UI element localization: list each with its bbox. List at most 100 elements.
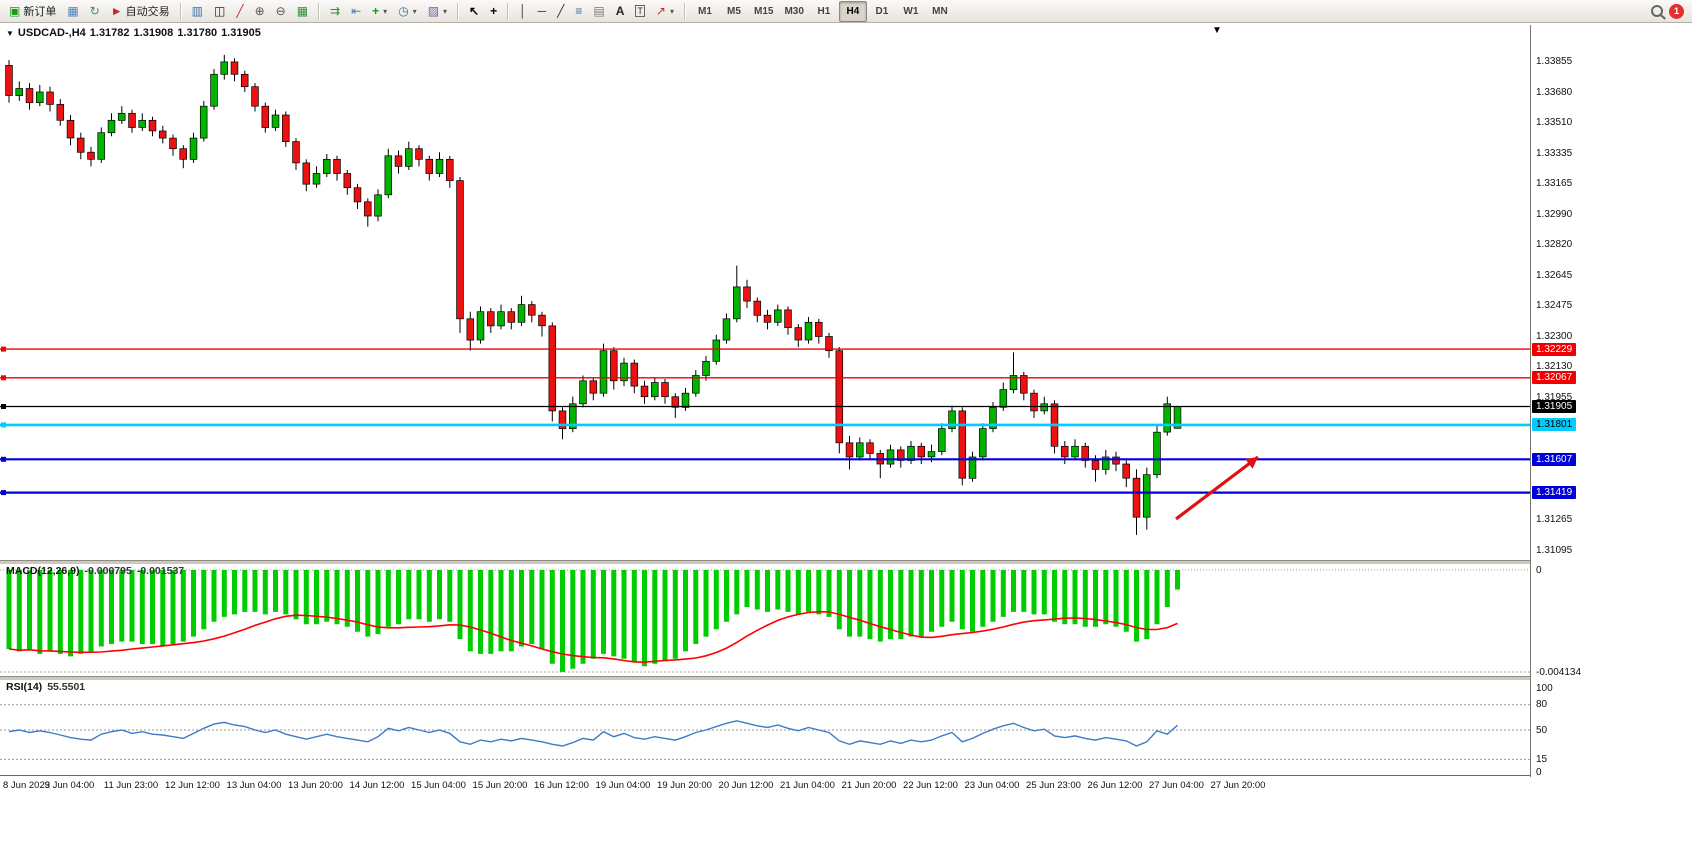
autotrading-label: 自动交易 <box>125 6 170 18</box>
toolbar-separator <box>318 2 321 20</box>
horizontal-line-button[interactable]: ─ <box>533 1 552 22</box>
add-indicator-icon: + <box>372 4 380 18</box>
timeframe-h1-button[interactable]: H1 <box>817 5 831 17</box>
time-label: 25 Jun 23:00 <box>1026 780 1081 791</box>
zoom-out-icon: ⊖ <box>275 4 286 18</box>
text-label-button[interactable]: T <box>630 1 650 22</box>
indicators-button[interactable]: + ▾ <box>367 1 392 22</box>
axis-label: 80 <box>1536 699 1548 711</box>
refresh-icon: ↻ <box>89 4 100 18</box>
axis-label: -0.004134 <box>1536 666 1582 678</box>
axis-label: 1.33855 <box>1536 55 1573 67</box>
axis-label: 1.32300 <box>1536 331 1573 342</box>
time-label: 13 Jun 04:00 <box>226 780 282 791</box>
time-axis[interactable]: 8 Jun 2023 9 Jun 04:00 11 Jun 23:00 12 Jun … <box>0 775 1692 798</box>
autotrading-icon: ► <box>110 4 123 18</box>
timeframe-m5-button[interactable]: M5 <box>727 5 741 17</box>
zoom-in-button[interactable]: ⊕ <box>250 1 270 22</box>
toolbar-separator <box>457 2 460 20</box>
time-label: 19 Jun 04:00 <box>595 780 651 791</box>
price-badge: 1.31801 <box>1532 418 1577 432</box>
search-icon[interactable] <box>1651 5 1663 17</box>
time-label: 11 Jun 23:00 <box>103 780 159 791</box>
autotrading-button[interactable]: ► 自动交易 <box>106 1 175 22</box>
axis-label: 50 <box>1536 724 1548 736</box>
new-chart-button[interactable]: ▦ <box>62 1 83 22</box>
arrow-object-icon: ↗ <box>655 4 666 18</box>
vertical-line-button[interactable]: │ <box>514 1 532 22</box>
clock-icon: ◷ <box>398 4 409 18</box>
ohlc-close: 1.31905 <box>221 27 261 39</box>
toolbar-separator <box>179 2 182 20</box>
channel-button[interactable]: ▤ <box>588 1 609 22</box>
tile-windows-button[interactable]: ▦ <box>292 1 313 22</box>
axis-label: 1.32990 <box>1536 208 1573 220</box>
bar-chart-button[interactable]: ▥ <box>187 1 208 22</box>
timeframe-m1-button[interactable]: M1 <box>698 5 712 17</box>
price-badge: 1.31905 <box>1532 400 1577 413</box>
axis-label: 1.32130 <box>1536 361 1573 373</box>
axis-label: 1.32645 <box>1536 269 1573 281</box>
time-label: 13 Jun 20:00 <box>288 780 343 791</box>
time-label: 19 Jun 20:00 <box>657 780 712 791</box>
chart-collapse-icon[interactable]: ▼ <box>6 29 14 38</box>
time-label: 15 Jun 04:00 <box>411 780 466 791</box>
crosshair-icon: + <box>490 4 498 18</box>
templates-button[interactable]: ▨ ▾ <box>423 1 452 22</box>
time-label: 9 Jun 04:00 <box>44 780 95 791</box>
text-button[interactable]: A <box>611 1 630 22</box>
chart-shift-button[interactable]: ⇤ <box>346 1 366 22</box>
bar-chart-icon: ▥ <box>191 4 203 18</box>
cursor-button[interactable]: ↖ <box>464 1 484 22</box>
chevron-down-icon: ▾ <box>669 6 674 16</box>
arrows-button[interactable]: ↗ ▾ <box>651 1 679 22</box>
axis-label: 1.33510 <box>1536 116 1573 128</box>
timeframe-d1-button[interactable]: D1 <box>875 5 889 17</box>
timeframe-h4-button[interactable]: H4 <box>838 0 867 22</box>
channel-icon: ▤ <box>593 4 605 18</box>
notification-badge[interactable]: 1 <box>1669 3 1684 19</box>
refresh-button[interactable]: ↻ <box>85 1 105 22</box>
macd-label: MACD(12,26,9) -0.000795 -0.001537 <box>6 565 189 577</box>
periods-button[interactable]: ◷ ▾ <box>393 1 422 22</box>
time-label: 12 Jun 12:00 <box>165 780 220 791</box>
vertical-line-icon: │ <box>519 4 527 18</box>
trendline-button[interactable]: ╱ <box>552 1 569 22</box>
panel-divider[interactable] <box>0 560 1692 565</box>
auto-scroll-button[interactable]: ⇉ <box>325 1 345 22</box>
timeframe-m30-button[interactable]: M30 <box>784 5 804 17</box>
axis-label: 1.31095 <box>1536 544 1573 556</box>
time-label: 27 Jun 04:00 <box>1149 780 1204 791</box>
panel-divider[interactable] <box>0 676 1692 681</box>
timeframe-mn-button[interactable]: MN <box>932 5 948 17</box>
price-scale[interactable]: 1.33855 1.33680 1.33510 1.33335 1.33165 1.329… <box>1530 25 1692 778</box>
macd-value-signal: -0.001537 <box>136 565 185 577</box>
new-order-button[interactable]: ▣ 新订单 <box>4 1 61 22</box>
timeframe-m15-button[interactable]: M15 <box>753 5 774 17</box>
toolbar-separator <box>507 2 510 20</box>
time-label: 23 Jun 04:00 <box>964 780 1020 791</box>
axis-label: 0 <box>1536 564 1542 576</box>
trendline-icon: ╱ <box>557 4 565 18</box>
axis-label: 1.33680 <box>1536 86 1573 98</box>
price-badge: 1.31419 <box>1532 486 1577 500</box>
chart-ohlc-title: ▼ USDCAD-,H4 1.31782 1.31908 1.31780 1.31905 <box>6 27 265 39</box>
line-chart-button[interactable]: ╱ <box>231 1 248 22</box>
zoom-in-icon: ⊕ <box>254 4 265 18</box>
chart-shift-marker[interactable]: ▼ <box>1212 25 1222 36</box>
chart-shift-icon: ⇤ <box>351 4 362 18</box>
price-badge: 1.32067 <box>1532 371 1577 385</box>
candlestick-icon: ◫ <box>213 4 226 18</box>
price-badge: 1.31607 <box>1532 452 1577 466</box>
crosshair-button[interactable]: + <box>485 1 502 22</box>
new-order-label: 新订单 <box>23 6 57 18</box>
chart-symbol-label: USDCAD-,H4 <box>17 27 86 39</box>
cursor-icon: ↖ <box>469 4 480 18</box>
timeframe-w1-button[interactable]: W1 <box>903 5 919 17</box>
time-label: 27 Jun 20:00 <box>1210 780 1266 791</box>
chevron-down-icon: ▾ <box>383 6 388 16</box>
zoom-out-button[interactable]: ⊖ <box>271 1 291 22</box>
candlestick-button[interactable]: ◫ <box>209 1 230 22</box>
fibonacci-button[interactable]: ≡ <box>570 1 587 22</box>
